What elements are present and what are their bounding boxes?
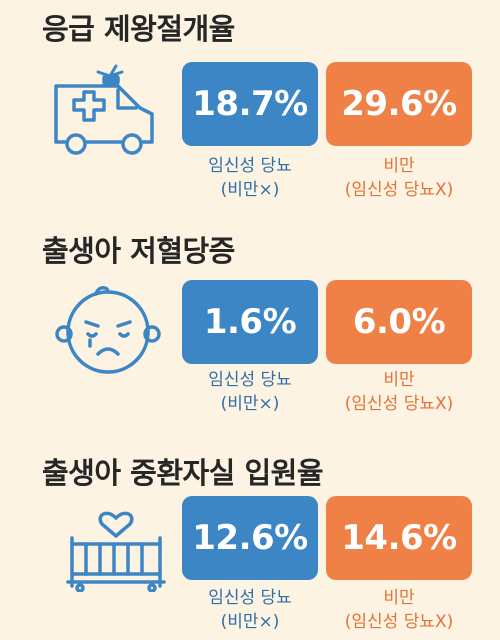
caption-obesity: 비만 (임신성 당뇨X): [326, 586, 472, 634]
stat-gestational-diabetes: 12.6%: [182, 496, 318, 580]
caption-line2: (임신성 당뇨X): [344, 612, 454, 632]
crying-baby-icon: [52, 280, 164, 384]
stat-obesity: 14.6%: [326, 496, 472, 580]
stat-obesity: 29.6%: [326, 62, 472, 146]
caption-line2: (임신성 당뇨X): [344, 394, 454, 414]
stat-gestational-diabetes: 18.7%: [182, 62, 318, 146]
caption-line1: 비만: [383, 156, 415, 176]
caption-line1: 임신성 당뇨: [208, 588, 292, 608]
caption-line2: (비만×): [220, 394, 280, 414]
caption-obesity: 비만 (임신성 당뇨X): [326, 368, 472, 416]
caption-line1: 임신성 당뇨: [208, 156, 292, 176]
stat-gestational-diabetes: 1.6%: [182, 280, 318, 364]
caption-gestational-diabetes: 임신성 당뇨 (비만×): [182, 154, 318, 202]
section-title: 출생아 중환자실 입원율: [42, 456, 324, 490]
caption-line2: (임신성 당뇨X): [344, 180, 454, 200]
caption-gestational-diabetes: 임신성 당뇨 (비만×): [182, 586, 318, 634]
ambulance-icon: [48, 64, 162, 160]
caption-line1: 비만: [383, 588, 415, 608]
caption-line1: 비만: [383, 370, 415, 390]
stat-obesity: 6.0%: [326, 280, 472, 364]
caption-obesity: 비만 (임신성 당뇨X): [326, 154, 472, 202]
baby-crib-heart-icon: [66, 496, 166, 596]
caption-line2: (비만×): [220, 612, 280, 632]
section-title: 응급 제왕절개율: [42, 12, 235, 46]
caption-line2: (비만×): [220, 180, 280, 200]
section-title: 출생아 저혈당증: [42, 234, 235, 268]
caption-gestational-diabetes: 임신성 당뇨 (비만×): [182, 368, 318, 416]
caption-line1: 임신성 당뇨: [208, 370, 292, 390]
